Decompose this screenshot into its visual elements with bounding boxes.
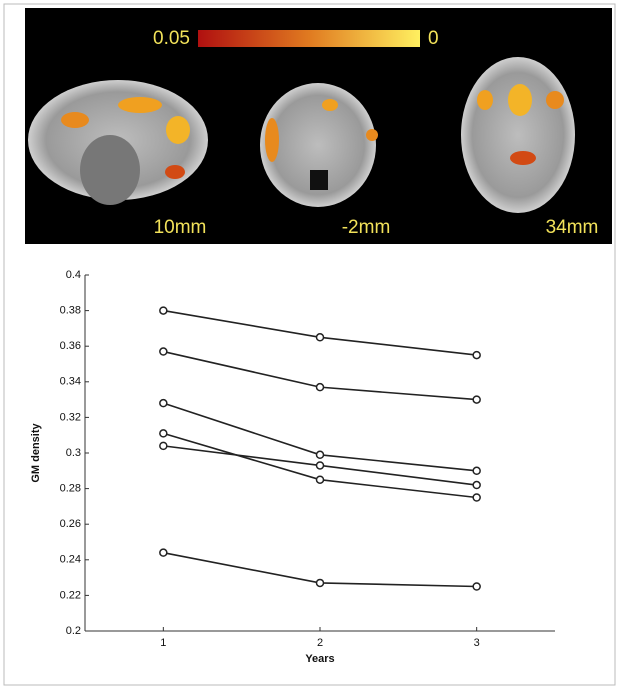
- activation: [366, 129, 378, 141]
- data-point: [473, 583, 480, 590]
- data-point: [160, 549, 167, 556]
- activation: [510, 151, 536, 165]
- line-chart: Years GM density 0.2 0.22 0.24 0.26 0.28 0.3 0…: [30, 269, 555, 665]
- brain-detail: [310, 170, 328, 190]
- colorbar-label: 0: [428, 28, 439, 49]
- x-tick-label: 3: [474, 637, 480, 649]
- data-point: [317, 579, 324, 586]
- data-point: [160, 307, 167, 314]
- figure-svg: 0.05 0 10mm -2mm 34mm Years GM density 0…: [0, 0, 619, 689]
- x-axis-label: Years: [305, 653, 334, 665]
- data-point: [317, 451, 324, 458]
- y-tick-label: 0.32: [60, 411, 81, 423]
- data-point: [473, 396, 480, 403]
- activation: [546, 91, 564, 109]
- activation: [166, 116, 190, 144]
- data-point: [160, 442, 167, 449]
- activation: [165, 165, 185, 179]
- slice-label: 34mm: [546, 217, 599, 238]
- series-line: [163, 403, 476, 471]
- activation: [265, 118, 279, 162]
- data-point: [473, 482, 480, 489]
- x-tick-label: 1: [160, 637, 166, 649]
- activation: [61, 112, 89, 128]
- activation: [508, 84, 532, 116]
- data-point: [473, 467, 480, 474]
- y-tick-label: 0.2: [66, 625, 81, 637]
- y-tick-label: 0.24: [60, 554, 81, 566]
- data-point: [160, 430, 167, 437]
- colorbar: [198, 30, 420, 47]
- y-tick-label: 0.22: [60, 589, 81, 601]
- x-tick-label: 2: [317, 637, 323, 649]
- data-point: [317, 384, 324, 391]
- y-tick-label: 0.36: [60, 340, 81, 352]
- y-tick-label: 0.3: [66, 447, 81, 459]
- slice-label: 10mm: [154, 217, 207, 238]
- data-point: [160, 400, 167, 407]
- y-tick-label: 0.38: [60, 305, 81, 317]
- data-point: [473, 494, 480, 501]
- data-point: [317, 476, 324, 483]
- series-line: [163, 311, 476, 356]
- data-point: [473, 352, 480, 359]
- series-line: [163, 352, 476, 400]
- data-point: [160, 348, 167, 355]
- y-tick-label: 0.28: [60, 483, 81, 495]
- activation: [477, 90, 493, 110]
- y-tick-label: 0.26: [60, 518, 81, 530]
- y-axis-label: GM density: [30, 422, 42, 482]
- data-point: [317, 334, 324, 341]
- colorbar-label: 0.05: [153, 28, 190, 49]
- activation: [118, 97, 162, 113]
- figure: 0.05 0 10mm -2mm 34mm Years GM density 0…: [0, 0, 619, 689]
- y-tick-label: 0.34: [60, 376, 81, 388]
- brain-slice: [461, 57, 575, 213]
- y-tick-label: 0.4: [66, 269, 81, 281]
- brain-detail: [80, 135, 140, 205]
- activation: [322, 99, 338, 111]
- slice-label: -2mm: [342, 217, 391, 238]
- data-point: [317, 462, 324, 469]
